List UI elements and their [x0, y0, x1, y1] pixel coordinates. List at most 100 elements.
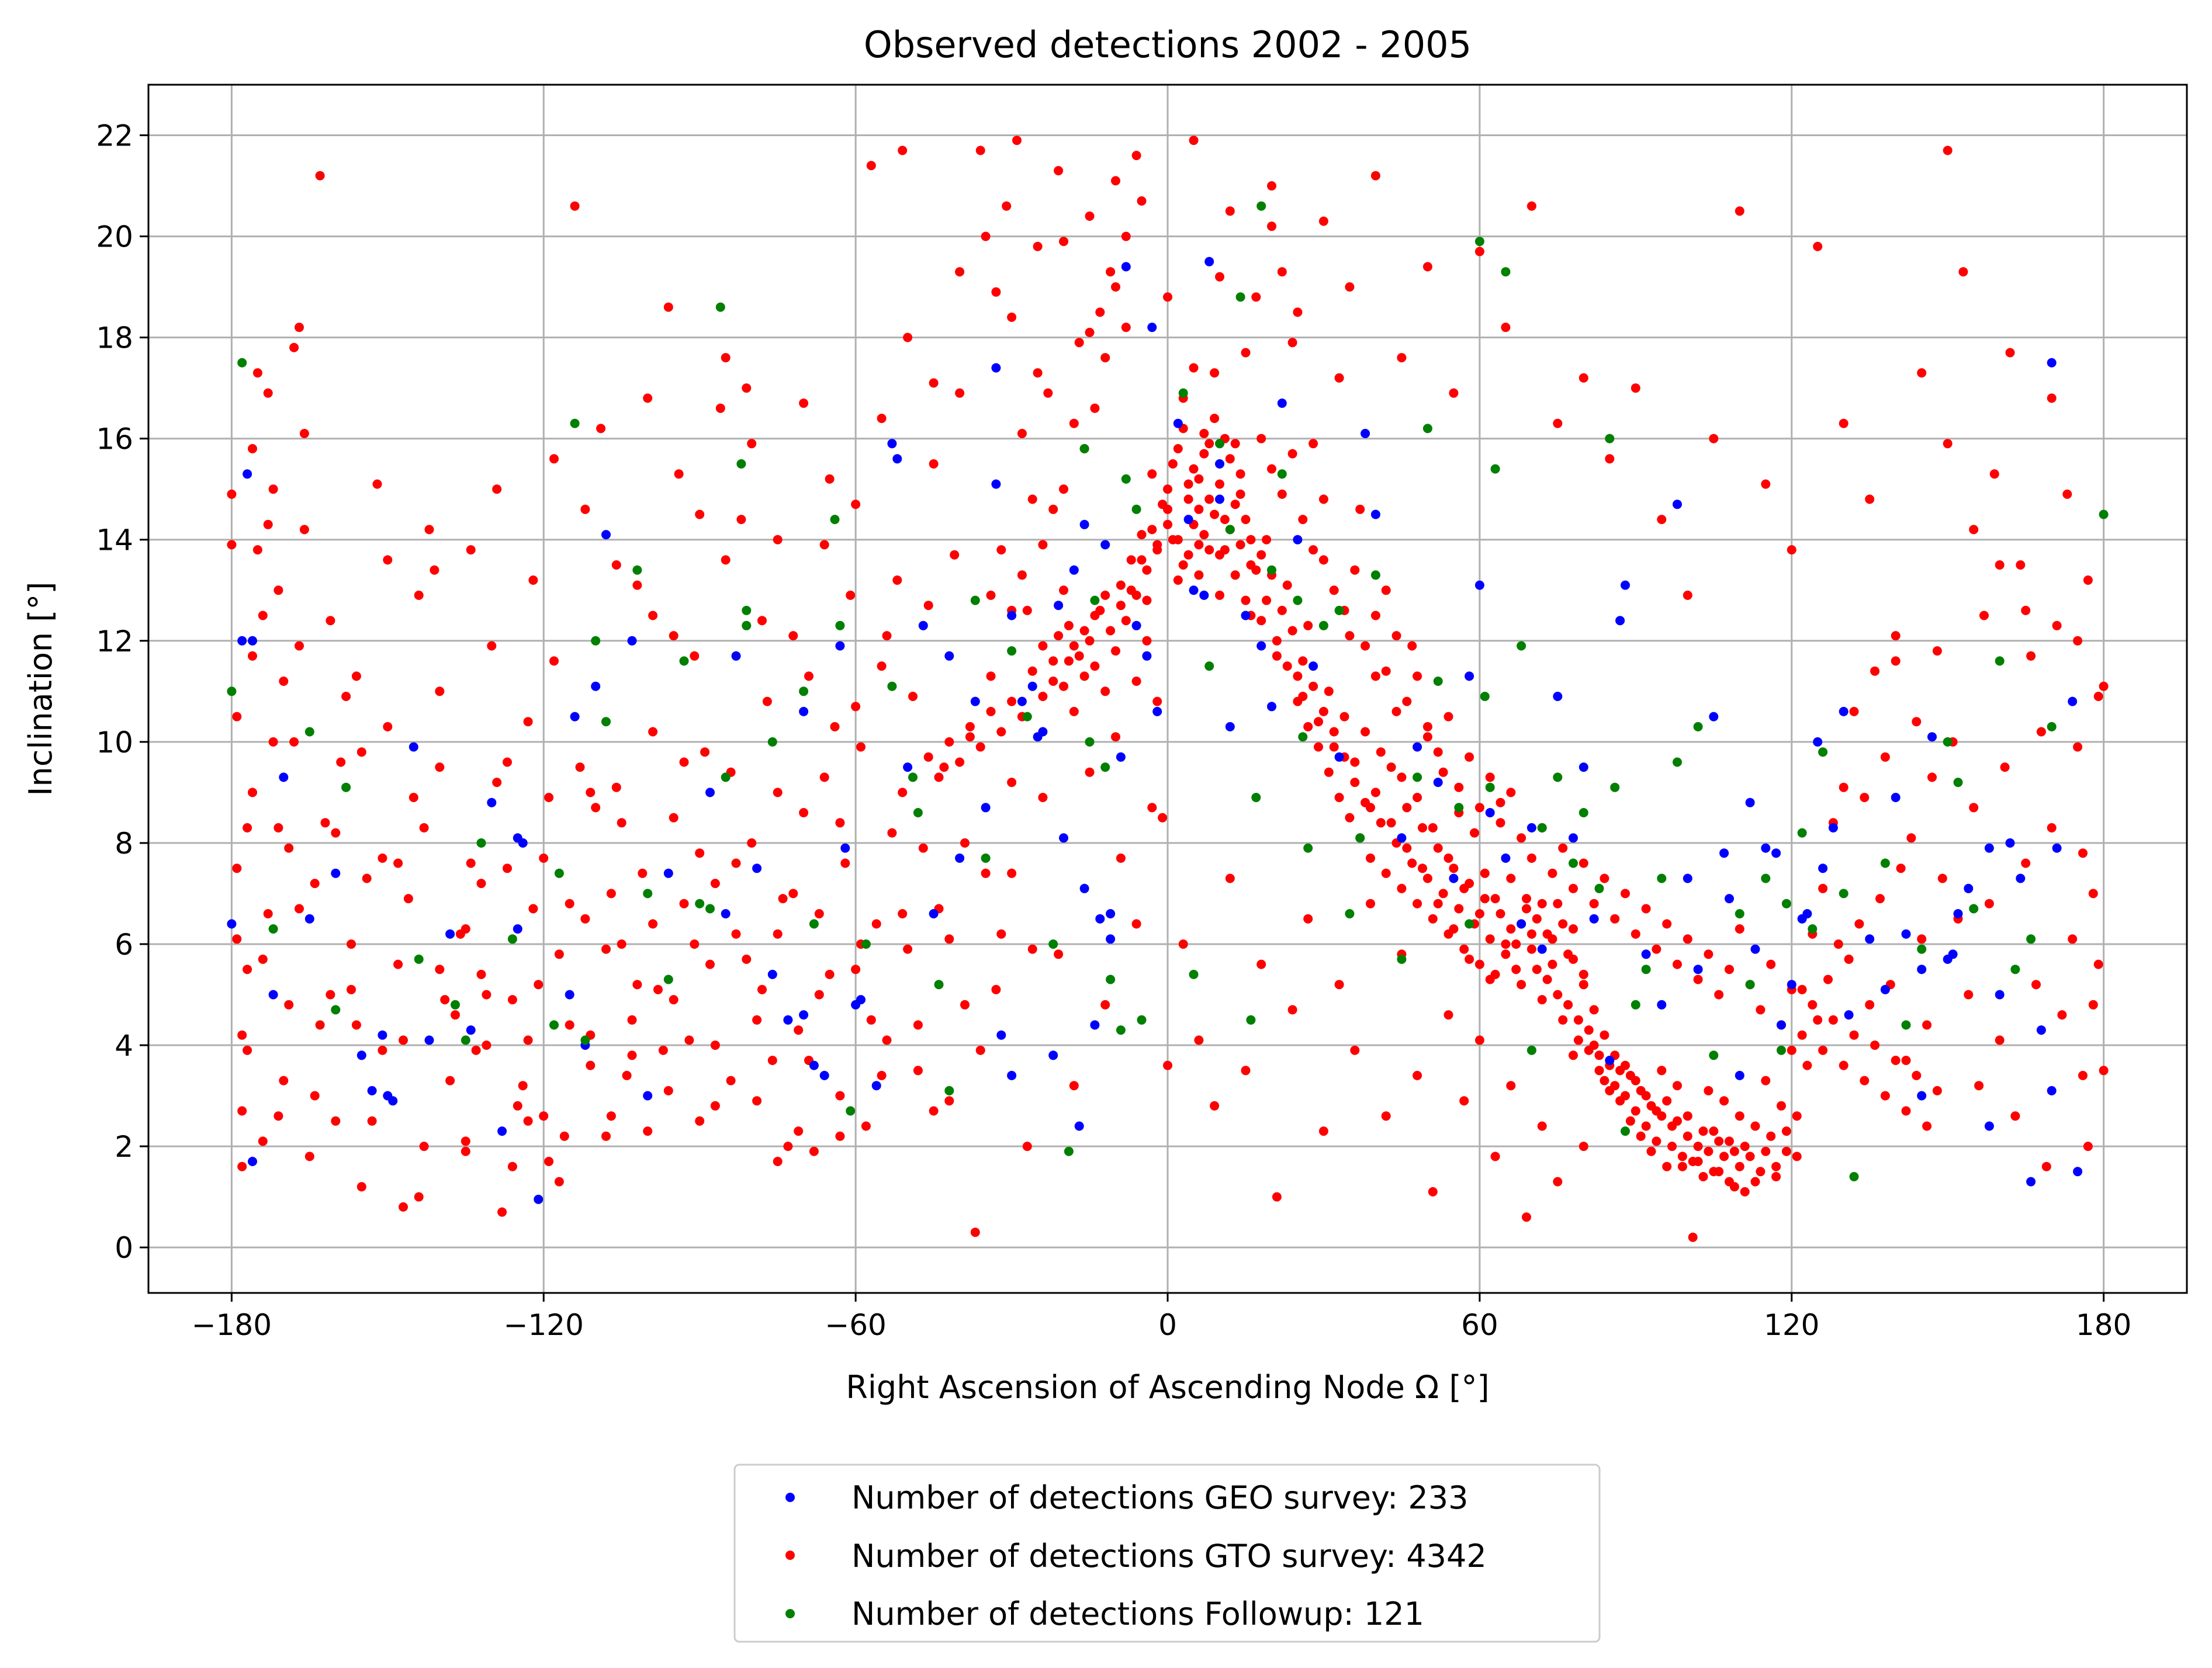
data-point — [528, 575, 538, 585]
y-tick-label: 22 — [96, 119, 133, 153]
data-point — [336, 757, 346, 767]
data-point — [1756, 1005, 1766, 1015]
data-point — [747, 838, 757, 848]
data-point — [1506, 1081, 1516, 1091]
data-point — [1532, 965, 1542, 975]
data-point — [923, 752, 933, 762]
data-point — [648, 611, 658, 620]
data-point — [1137, 555, 1147, 565]
data-point — [1194, 540, 1204, 550]
data-point — [1381, 1111, 1391, 1121]
data-point — [2021, 858, 2031, 868]
data-point — [882, 631, 892, 641]
data-point — [518, 1081, 528, 1091]
data-point — [279, 772, 289, 782]
y-tick-label: 0 — [115, 1231, 133, 1265]
y-tick-label: 18 — [96, 321, 133, 355]
data-point — [1054, 631, 1064, 641]
data-point — [1308, 545, 1318, 555]
data-point — [1074, 651, 1084, 661]
data-point — [487, 797, 497, 807]
data-point — [1454, 782, 1464, 792]
data-point — [1657, 515, 1667, 525]
data-point — [1277, 489, 1287, 499]
y-tick-label: 12 — [96, 625, 133, 658]
data-point — [1974, 1081, 1984, 1091]
data-point — [570, 201, 580, 211]
data-point — [1625, 1116, 1635, 1126]
data-point — [1917, 944, 1927, 954]
data-point — [1178, 939, 1188, 949]
data-point — [341, 782, 351, 792]
data-point — [1106, 909, 1116, 918]
data-point — [1163, 292, 1172, 302]
data-point — [378, 1045, 387, 1055]
legend-label-gto: Number of detections GTO survey: 4342 — [851, 1538, 1487, 1575]
data-point — [1069, 706, 1079, 716]
data-point — [1787, 980, 1796, 990]
data-point — [611, 560, 621, 570]
data-point — [315, 1020, 325, 1030]
data-point — [2078, 1070, 2088, 1080]
data-point — [1256, 550, 1266, 560]
data-point — [1345, 282, 1355, 292]
data-point — [1131, 919, 1141, 929]
data-point — [1079, 883, 1089, 893]
data-point — [981, 231, 991, 241]
data-point — [1501, 267, 1511, 277]
data-point — [482, 1041, 491, 1050]
data-point — [284, 843, 294, 853]
data-point — [1183, 515, 1193, 525]
data-point — [767, 737, 777, 747]
data-point — [1465, 752, 1474, 762]
data-point — [1459, 944, 1469, 954]
data-point — [1194, 1035, 1204, 1045]
data-point — [1506, 924, 1516, 934]
data-point — [1662, 1096, 1672, 1106]
data-point — [783, 1142, 793, 1152]
data-point — [627, 1015, 637, 1025]
data-point — [981, 803, 991, 813]
data-point — [1922, 1121, 1932, 1131]
data-point — [1194, 504, 1204, 514]
data-point — [1225, 454, 1235, 464]
data-point — [482, 990, 491, 1000]
data-point — [1631, 383, 1640, 393]
data-point — [1189, 464, 1199, 474]
data-point — [1474, 580, 1484, 590]
data-point — [1631, 1000, 1640, 1010]
data-point — [1069, 565, 1079, 575]
data-point — [1465, 671, 1474, 681]
data-point — [1657, 1066, 1667, 1076]
data-point — [934, 772, 944, 782]
x-tick-label: 0 — [1158, 1308, 1177, 1342]
data-point — [825, 969, 835, 979]
data-point — [356, 747, 366, 757]
data-point — [851, 702, 861, 712]
data-point — [2083, 575, 2093, 585]
data-point — [648, 727, 658, 737]
data-point — [393, 959, 403, 969]
data-point — [295, 904, 304, 914]
data-point — [1818, 1045, 1828, 1055]
data-point — [1688, 1157, 1698, 1166]
data-point — [237, 358, 247, 367]
data-point — [617, 818, 626, 828]
data-point — [1548, 934, 1557, 944]
data-point — [1220, 515, 1230, 525]
data-point — [1953, 778, 1963, 788]
data-point — [1267, 181, 1276, 191]
data-point — [1059, 484, 1068, 494]
data-point — [1522, 904, 1531, 914]
data-point — [944, 651, 954, 661]
legend-label-geo: Number of detections GEO survey: 233 — [851, 1479, 1468, 1516]
data-point — [1329, 727, 1339, 737]
data-point — [232, 864, 242, 873]
data-point — [1839, 782, 1848, 792]
data-point — [1293, 671, 1303, 681]
data-point — [1318, 216, 1328, 226]
data-point — [1230, 570, 1240, 580]
data-point — [1828, 1015, 1838, 1025]
data-point — [1526, 823, 1536, 833]
data-point — [601, 530, 611, 540]
